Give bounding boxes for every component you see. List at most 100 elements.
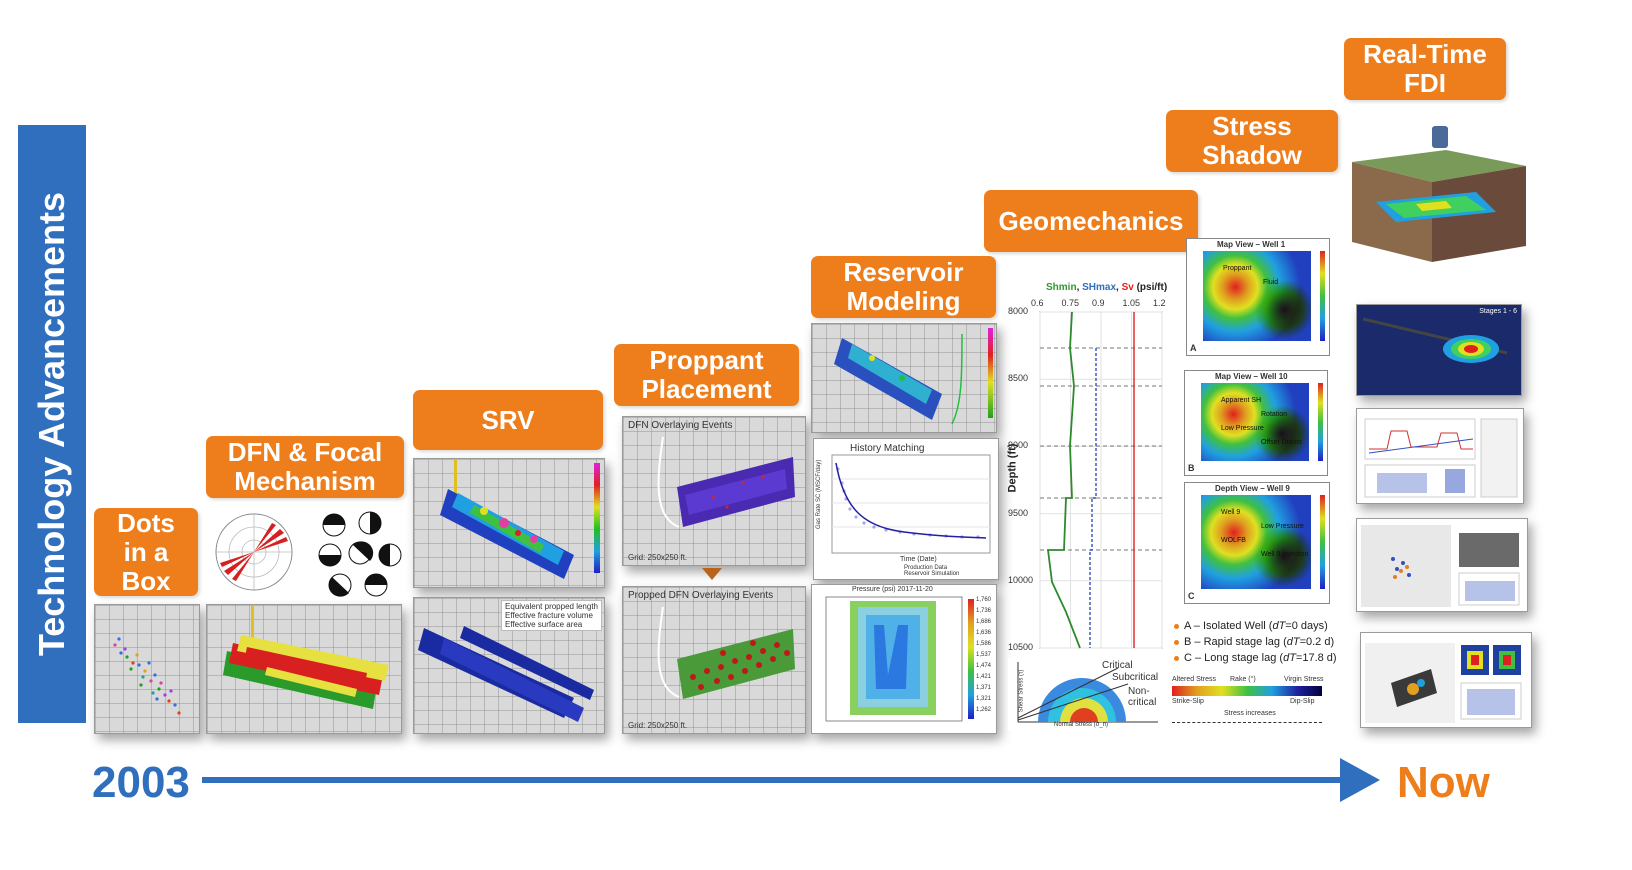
stage-badge-srv: SRV: [413, 390, 603, 450]
arrow-head-icon: [1340, 758, 1380, 802]
geomech-x-tick: 0.9: [1092, 298, 1105, 308]
geomech-y-tick: 9500: [1008, 507, 1029, 518]
pressure-map-panel: Pressure (psi) 2017-11-20 1,760 1,736 1,68…: [811, 584, 997, 734]
srv-legend: Equivalent propped length Effective frac…: [501, 600, 602, 631]
dots-in-box-panel: [94, 604, 200, 734]
stress-map-letter: B: [1188, 463, 1195, 473]
timeline-arrow: [202, 758, 1380, 802]
down-arrow-icon: [702, 568, 722, 580]
stress-heatmap: [1203, 251, 1311, 341]
fdi-event-plot: [1361, 525, 1520, 607]
geomech-title: Shmin, SHmax, Sv (psi/ft): [1046, 282, 1167, 293]
stress-map-note: Offset Drains: [1261, 439, 1302, 446]
mohr-label-critical: Critical: [1102, 660, 1133, 671]
rake-scale: Altered Stress Rake (°) Virgin Stress St…: [1172, 676, 1324, 726]
pressure-title: Pressure (psi) 2017-11-20: [852, 586, 933, 593]
stage-label: Geomechanics: [998, 205, 1184, 236]
stress-color-bar: [1320, 251, 1325, 341]
proppant-bottom-title: Propped DFN Overlaying Events: [628, 590, 774, 601]
stress-legend-item: C – Long stage lag (dT=17.8 d): [1174, 652, 1340, 664]
geomech-title-part: Shmin: [1046, 282, 1077, 293]
pressure-scale-label: 1,537: [976, 652, 992, 658]
geomech-x-tick: 0.75: [1061, 298, 1080, 308]
timeline-start: 2003: [92, 758, 190, 807]
proppant-panel-top: DFN Overlaying Events Grid: 250x250 ft.: [622, 416, 806, 566]
mohr-label-noncritical: Non- critical: [1128, 686, 1157, 708]
geomech-y-tick: 9000: [1008, 440, 1029, 451]
rake-right-label: Virgin Stress: [1284, 676, 1324, 683]
stress-map-panel: Depth View – Well 9 Well 9 Low Pressure WOL…: [1184, 482, 1330, 604]
geomech-y-label: Depth (ft): [1006, 443, 1019, 493]
history-legend-item: Production Data: [904, 565, 948, 571]
stage-label: Dots in a Box: [117, 507, 175, 596]
stage-label: Proppant Placement: [641, 345, 772, 404]
stress-map-note: Well 9 Injection: [1261, 551, 1309, 558]
fdi-plot-panel-1: [1356, 408, 1524, 504]
stress-map-title: Map View – Well 10: [1215, 372, 1288, 381]
mohr-circle-panel: Critical Subcritical Non- critical Norma…: [1008, 658, 1160, 730]
stress-map-note: Low Pressure: [1261, 523, 1304, 530]
dfn-events-render: [657, 436, 795, 528]
geomech-y-tick: 8000: [1008, 306, 1029, 316]
stage-label: SRV: [481, 404, 535, 435]
fdi-strip-render: [1362, 317, 1508, 363]
propped-dfn-render: [657, 606, 795, 699]
shmin-line: [1046, 311, 1081, 649]
geomech-title-part: ,: [1116, 282, 1122, 293]
reservoir-3d-panel: [811, 323, 997, 433]
stage-badge-proppant: Proppant Placement: [614, 344, 799, 406]
stage-label: Real-Time FDI: [1363, 39, 1487, 98]
history-x-label: Time (Date): [900, 556, 937, 563]
stress-profile-chart: [1039, 311, 1163, 649]
fdi-plot-panel-3: [1360, 632, 1532, 728]
stress-heatmap: [1201, 495, 1311, 589]
geomech-y-tick: 8500: [1008, 373, 1029, 384]
geomech-title-part: (psi/ft): [1133, 282, 1168, 293]
stress-color-bar: [1318, 383, 1323, 461]
stress-map-note: Apparent SH: [1221, 397, 1262, 404]
pressure-scale-label: 1,371: [976, 685, 992, 691]
stage-badge-real-time-fdi: Real-Time FDI: [1344, 38, 1506, 100]
pressure-scale-label: 1,421: [976, 674, 992, 680]
pressure-scale-label: 1,586: [976, 641, 992, 647]
microseismic-dots-plot: [113, 637, 181, 715]
focal-mechanism-area: [210, 505, 404, 600]
mohr-circle-diagram: [1017, 662, 1158, 723]
stress-map-note: Fluid: [1263, 279, 1279, 286]
stress-heatmap: [1201, 383, 1309, 461]
mohr-x-label: Normal Stress (σ_n): [1054, 722, 1109, 728]
srv-legend-item: Effective surface area: [505, 620, 583, 629]
proppant-panel-bottom: Propped DFN Overlaying Events Grid: 250x…: [622, 586, 806, 734]
fdi-strip-label: Stages 1 - 6: [1479, 308, 1517, 315]
stage-label: Reservoir Modeling: [843, 257, 964, 316]
rake-mid-label: Rake (°): [1230, 676, 1256, 683]
side-label-bar: Technology Advancements: [18, 125, 86, 723]
bullet-icon: [1174, 655, 1179, 661]
stress-map-note: Proppant: [1223, 265, 1252, 272]
geomech-y-tick: 10500: [1008, 642, 1034, 652]
proppant-grid-note: Grid: 250x250 ft.: [628, 553, 688, 562]
geomech-title-part: Sv: [1121, 282, 1134, 293]
rake-note: Stress increases: [1224, 710, 1276, 717]
timeline-end: Now: [1397, 758, 1490, 807]
history-y-label: Gas Rate SC (MSCF/day): [816, 459, 822, 529]
stress-map-letter: C: [1188, 591, 1195, 601]
stress-legend-item: B – Rapid stage lag (dT=0.2 d): [1174, 636, 1340, 648]
reservoir-3d-render: [834, 328, 993, 425]
stage-badge-stress-shadow: Stress Shadow: [1166, 110, 1338, 172]
stress-map-title: Depth View – Well 9: [1215, 484, 1290, 493]
srv-volume-render: [440, 459, 600, 579]
stage-badge-dfn: DFN & Focal Mechanism: [206, 436, 404, 498]
history-matching-panel: History Matching Gas Rate SC (MSCF/day) …: [813, 438, 999, 580]
stage-label: Stress Shadow: [1202, 111, 1302, 170]
geomechanics-plot: Shmin, SHmax, Sv (psi/ft) 0.6 0.75 0.9 1.05…: [1006, 282, 1168, 656]
stage-label: DFN & Focal Mechanism: [227, 437, 383, 496]
pressure-scale-label: 1,262: [976, 707, 992, 713]
geomech-y-tick: 10000: [1008, 574, 1034, 585]
geomech-title-part: ,: [1076, 282, 1083, 293]
stress-map-note: Rotation: [1261, 411, 1288, 418]
pressure-scale-label: 1,474: [976, 663, 992, 669]
proppant-top-title: DFN Overlaying Events: [628, 420, 733, 431]
history-matching-chart: [831, 454, 991, 554]
geomech-x-tick: 1.2: [1153, 298, 1166, 308]
